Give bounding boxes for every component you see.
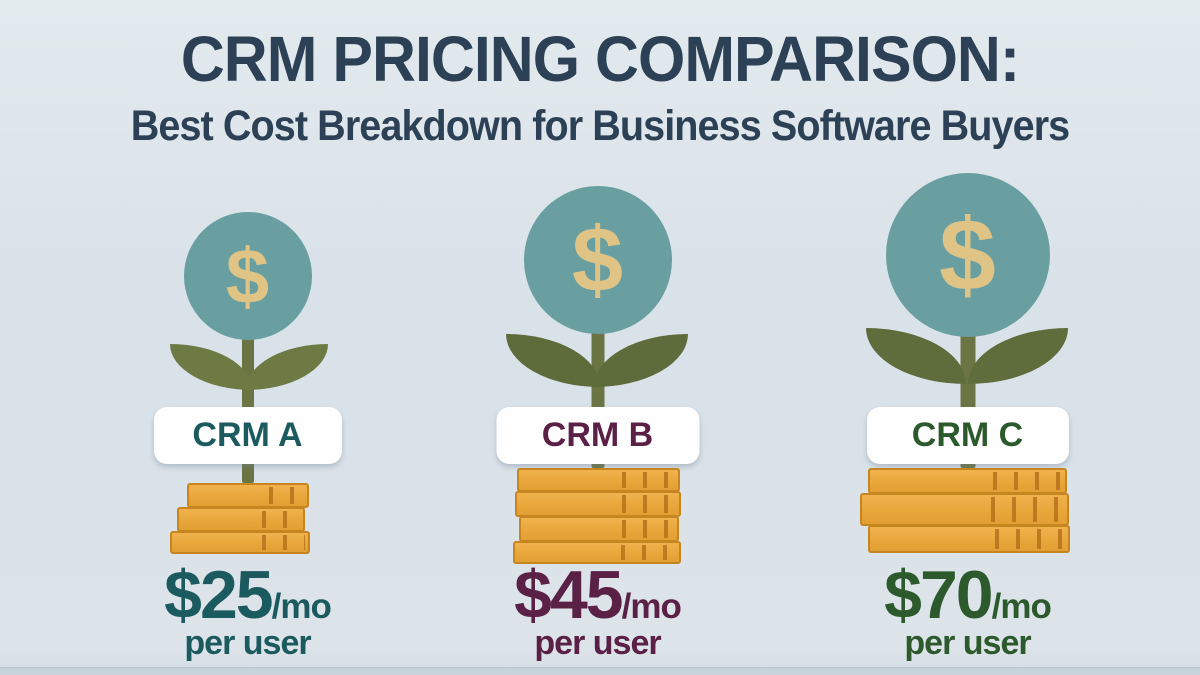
price-period: /mo: [621, 587, 682, 626]
page-title: CRM PRICING COMPARISON:: [180, 23, 1020, 95]
left-leaf-icon: [866, 328, 966, 384]
price-amount: $70: [884, 557, 993, 633]
crm-c-label-card: CRM C: [866, 407, 1069, 464]
coin-row: [868, 525, 1070, 553]
coin-row: [868, 468, 1067, 494]
money-flower-head: $: [885, 173, 1050, 337]
coin-row: [860, 493, 1069, 526]
money-flower-head: $: [523, 186, 672, 334]
per-user-text: per user: [904, 624, 1031, 662]
crm-a-price: $25/mo: [120, 556, 375, 634]
price-period: /mo: [991, 587, 1052, 626]
price-period: /mo: [271, 587, 332, 626]
coin-row: [513, 541, 681, 564]
crm-b-label-card: CRM B: [496, 407, 699, 464]
crm-a-column: $ CRM A $25/mo per user: [120, 0, 375, 675]
crm-b-price: $45/mo: [470, 556, 725, 634]
crm-c-price: $70/mo: [840, 556, 1095, 634]
right-leaf-icon: [594, 334, 688, 387]
price-amount: $45: [514, 557, 623, 633]
left-leaf-icon: [506, 334, 600, 387]
coin-row: [177, 507, 305, 532]
right-leaf-icon: [968, 328, 1068, 384]
coin-row: [187, 483, 309, 508]
per-user-text: per user: [534, 624, 661, 662]
right-leaf-icon: [246, 344, 328, 390]
price-amount: $25: [164, 557, 273, 633]
coin-row: [519, 516, 679, 542]
per-user-text: per user: [184, 624, 311, 662]
page-subtitle: Best Cost Breakdown for Business Softwar…: [130, 102, 1070, 151]
coin-row: [170, 531, 310, 554]
header: CRM PRICING COMPARISON: Best Cost Breakd…: [0, 23, 1200, 151]
dollar-sign-icon: $: [571, 209, 624, 311]
bottom-strip: [0, 667, 1200, 675]
dollar-sign-icon: $: [939, 198, 996, 312]
left-leaf-icon: [170, 344, 252, 390]
coin-row: [515, 491, 681, 517]
crm-a-label-card: CRM A: [153, 407, 342, 464]
crm-b-column: $ CRM B $45/mo per user: [470, 0, 725, 675]
money-flower-head: $: [183, 212, 312, 340]
dollar-sign-icon: $: [225, 232, 270, 320]
crm-a-label: CRM A: [192, 416, 303, 454]
crm-b-label: CRM B: [541, 416, 654, 454]
coin-row: [517, 468, 680, 492]
crm-c-label: CRM C: [911, 416, 1024, 454]
crm-c-column: $ CRM C $70/mo per user: [840, 0, 1095, 675]
